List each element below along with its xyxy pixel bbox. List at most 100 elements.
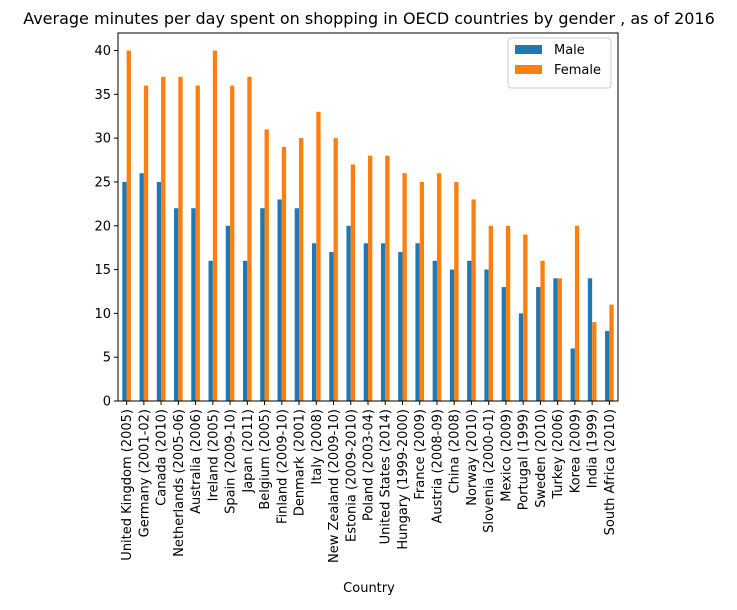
bar-male-19 xyxy=(449,269,455,401)
bar-female-7 xyxy=(247,76,252,402)
bar-male-1 xyxy=(139,173,144,401)
x-tick-label-2: Canada (2010) xyxy=(155,409,170,506)
legend-label-male: Male xyxy=(554,43,585,58)
bar-female-10 xyxy=(299,138,304,401)
x-tick-label-9: Finland (2009-10) xyxy=(275,409,290,524)
y-tick-label-25: 25 xyxy=(94,175,111,190)
x-tick-label-8: Belgium (2005) xyxy=(258,409,273,510)
bar-female-2 xyxy=(161,76,166,402)
bar-male-28 xyxy=(605,330,610,401)
x-tick-label-0: United Kingdom (2005) xyxy=(120,409,135,561)
bar-male-5 xyxy=(208,260,213,401)
bar-male-16 xyxy=(398,252,403,401)
x-axis-label: Country xyxy=(343,581,395,596)
y-tick-label-20: 20 xyxy=(94,219,111,234)
x-tick-label-27: India (1999) xyxy=(586,409,601,488)
x-tick-label-4: Australia (2006) xyxy=(189,409,204,514)
legend-swatch-female xyxy=(515,65,542,74)
bar-male-7 xyxy=(243,260,248,401)
bar-female-16 xyxy=(402,173,407,401)
bar-male-27 xyxy=(587,278,593,401)
x-tick-label-5: Ireland (2005) xyxy=(206,409,221,501)
legend-label-female: Female xyxy=(554,63,601,78)
bar-female-19 xyxy=(454,181,459,401)
bar-male-0 xyxy=(122,181,127,401)
x-tick-label-10: Denmark (2001) xyxy=(293,409,308,516)
bar-female-27 xyxy=(592,322,597,401)
bar-male-23 xyxy=(518,313,524,401)
x-tick-label-28: South Africa (2010) xyxy=(603,409,618,535)
bar-female-23 xyxy=(523,234,528,401)
bar-male-15 xyxy=(380,243,386,401)
x-tick-label-15: United States (2014) xyxy=(379,409,394,544)
bar-female-8 xyxy=(264,129,269,401)
bar-male-8 xyxy=(260,208,265,401)
y-tick-label-5: 5 xyxy=(103,351,111,366)
bar-female-3 xyxy=(178,76,183,402)
chart-title: Average minutes per day spent on shoppin… xyxy=(23,9,715,28)
x-tick-label-11: Italy (2008) xyxy=(310,409,325,485)
x-tick-label-21: Slovenia (2000-01) xyxy=(482,409,497,533)
bar-female-25 xyxy=(557,278,562,401)
bar-female-22 xyxy=(505,225,511,401)
bar-female-20 xyxy=(471,199,476,401)
bar-male-9 xyxy=(277,199,282,401)
x-tick-label-26: Korea (2009) xyxy=(568,409,583,493)
x-tick-label-3: Netherlands (2005-06) xyxy=(172,409,187,557)
bar-female-12 xyxy=(333,138,338,401)
bar-male-4 xyxy=(191,208,196,401)
x-tick-label-20: Norway (2010) xyxy=(465,409,480,506)
y-tick-label-10: 10 xyxy=(94,307,111,322)
x-tick-label-1: Germany (2001-02) xyxy=(137,409,152,537)
bar-female-24 xyxy=(540,260,545,401)
y-tick-label-15: 15 xyxy=(94,263,111,278)
bar-male-22 xyxy=(501,287,506,401)
bar-male-10 xyxy=(294,208,300,401)
bar-female-1 xyxy=(143,85,149,402)
x-tick-label-18: Austria (2008-09) xyxy=(430,409,445,524)
bar-female-13 xyxy=(350,164,356,401)
x-tick-label-25: Turkey (2006) xyxy=(551,409,566,500)
x-tick-label-23: Portugal (1999) xyxy=(517,409,532,510)
bar-male-11 xyxy=(311,243,317,401)
bar-male-2 xyxy=(156,181,162,401)
bar-female-21 xyxy=(488,225,493,401)
bar-female-5 xyxy=(212,50,218,402)
bar-male-3 xyxy=(174,208,179,401)
y-tick-label-35: 35 xyxy=(94,88,111,103)
x-tick-label-14: Poland (2003-04) xyxy=(362,409,377,521)
bar-female-26 xyxy=(574,225,580,401)
bar-male-13 xyxy=(346,225,351,401)
bars-group xyxy=(122,50,614,402)
bar-female-17 xyxy=(419,181,425,401)
bar-female-15 xyxy=(385,155,390,401)
bar-male-18 xyxy=(432,260,437,401)
x-tick-label-13: Estonia (2009-2010) xyxy=(344,409,359,542)
x-tick-label-7: Japan (2011) xyxy=(241,409,256,494)
bar-male-24 xyxy=(536,287,541,401)
x-tick-label-24: Sweden (2010) xyxy=(534,409,549,508)
legend-swatch-male xyxy=(515,45,542,54)
bar-male-14 xyxy=(363,243,368,401)
bar-female-18 xyxy=(436,173,442,401)
bar-male-20 xyxy=(467,260,472,401)
x-tick-label-6: Spain (2009-10) xyxy=(224,409,239,514)
bar-female-0 xyxy=(126,50,131,402)
y-tick-label-0: 0 xyxy=(103,395,111,410)
bar-female-11 xyxy=(316,111,321,401)
bar-male-25 xyxy=(553,278,558,401)
bar-female-14 xyxy=(368,155,373,401)
x-tick-label-16: Hungary (1999-2000) xyxy=(396,409,411,550)
bar-male-17 xyxy=(415,243,420,401)
x-tick-label-17: France (2009) xyxy=(413,409,428,500)
y-axis: 0 5 10 15 20 25 30 35 40 xyxy=(94,44,118,410)
plot-frame xyxy=(117,32,619,402)
bar-male-12 xyxy=(329,252,334,401)
bar-female-9 xyxy=(281,146,287,401)
legend: Male Female xyxy=(507,37,612,89)
x-tick-label-12: New Zealand (2009-10) xyxy=(327,409,342,563)
bar-female-4 xyxy=(195,85,200,402)
x-tick-label-22: Mexico (2009) xyxy=(499,409,514,502)
